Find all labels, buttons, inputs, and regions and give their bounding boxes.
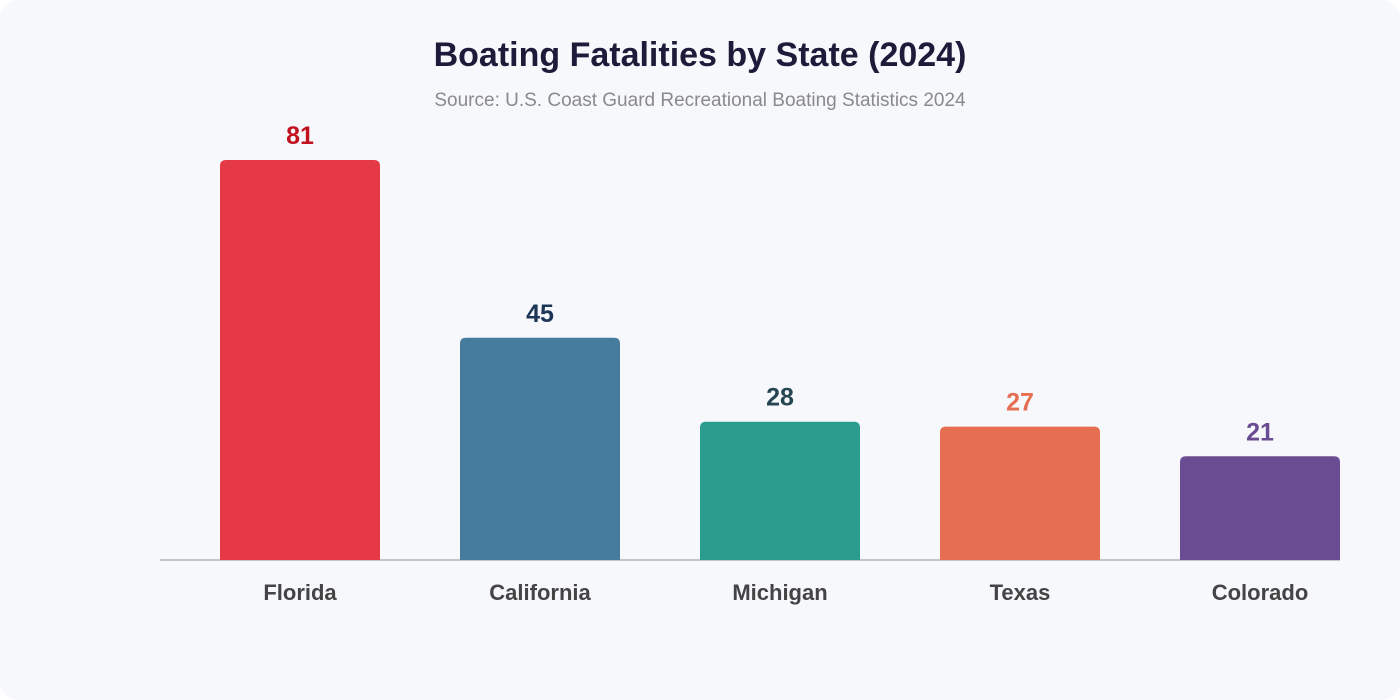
bar-california[interactable]: [460, 337, 620, 560]
x-tick-label-colorado: Colorado: [1212, 580, 1309, 605]
bar-colorado[interactable]: [1180, 456, 1340, 560]
x-tick-label-texas: Texas: [990, 580, 1051, 605]
bar-michigan[interactable]: [700, 421, 860, 560]
value-label-michigan: 28: [766, 384, 794, 412]
bar-texas[interactable]: [940, 426, 1100, 560]
chart-subtitle: Source: U.S. Coast Guard Recreational Bo…: [434, 90, 966, 111]
value-label-colorado: 21: [1246, 418, 1274, 446]
bar-florida[interactable]: [220, 160, 380, 560]
x-tick-label-michigan: Michigan: [732, 580, 827, 605]
x-tick-label-florida: Florida: [263, 580, 337, 605]
value-label-california: 45: [526, 300, 554, 328]
x-tick-label-california: California: [489, 580, 591, 605]
value-label-texas: 27: [1006, 389, 1034, 417]
chart-title: Boating Fatalities by State (2024): [433, 36, 967, 74]
value-label-florida: 81: [286, 122, 314, 150]
